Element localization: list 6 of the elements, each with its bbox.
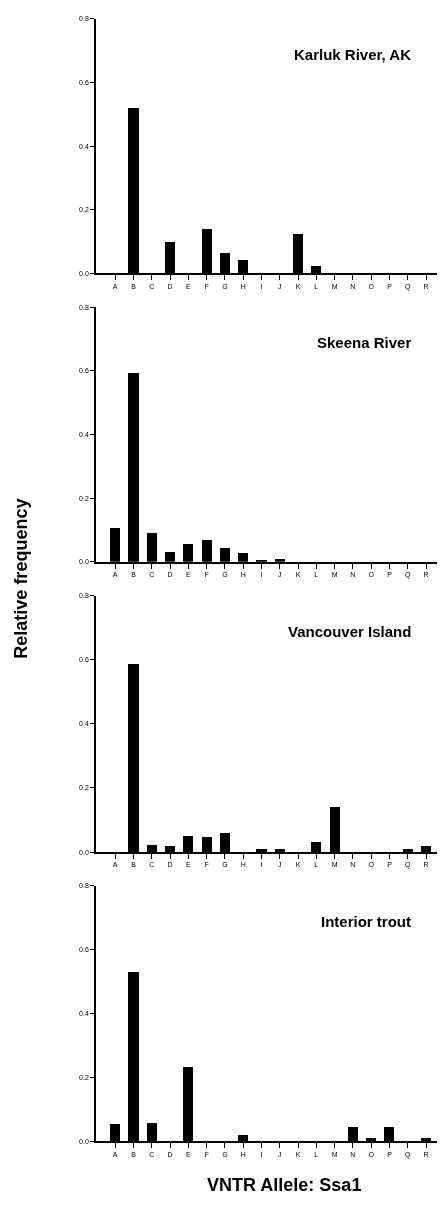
text: Interior trout xyxy=(321,913,411,930)
text: Skeena River xyxy=(317,334,412,351)
x-axis-title: VNTR Allele: Ssa1 xyxy=(207,1175,362,1195)
y-axis-title: Relative frequency xyxy=(11,498,32,659)
text: Karluk River, AK xyxy=(294,46,412,63)
text: Vancouver Island xyxy=(288,623,412,640)
